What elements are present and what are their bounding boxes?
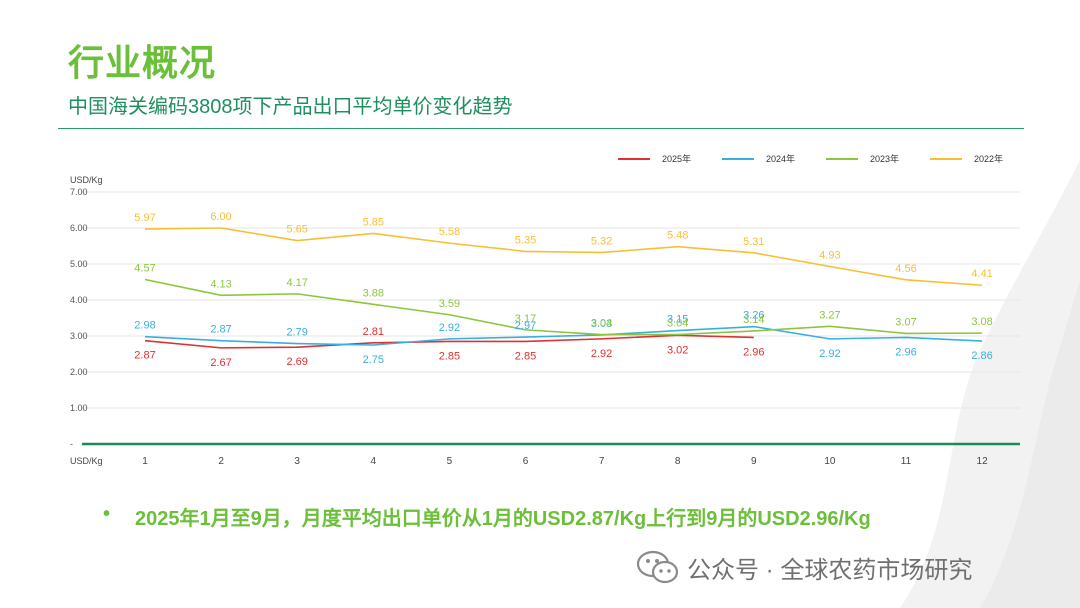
data-label: 5.65	[286, 224, 307, 236]
data-label: 2.98	[134, 320, 155, 332]
data-label: 2.86	[971, 350, 992, 362]
y-tick-label: 1.00	[70, 403, 88, 413]
x-tick-label: 7	[599, 456, 605, 467]
x-tick-label: 11	[901, 456, 912, 467]
data-label: 5.48	[667, 230, 688, 242]
series-line-2025年	[144, 334, 754, 349]
data-label: 3.17	[515, 313, 536, 325]
watermark-text: 公众号 · 全球农药市场研究	[687, 557, 973, 584]
data-label: 4.17	[286, 277, 307, 289]
x-tick-label: 4	[371, 456, 377, 467]
wechat-icon	[636, 550, 679, 584]
data-label: 2.69	[286, 356, 307, 368]
x-tick-label: 12	[977, 456, 989, 467]
data-label: 2.96	[895, 346, 916, 358]
bullet-marker: •	[103, 503, 111, 525]
data-label: 3.59	[439, 298, 460, 310]
y-tick-label: 6.00	[70, 223, 88, 233]
data-label: 2.75	[363, 354, 384, 366]
x-tick-label: 3	[294, 456, 300, 467]
legend-label: 2024年	[766, 153, 795, 164]
data-label: 2.67	[210, 357, 231, 369]
x-tick-label: 9	[751, 456, 757, 467]
data-label: 5.31	[743, 236, 764, 248]
data-label: 5.58	[439, 226, 460, 238]
data-label: 2.92	[591, 348, 612, 360]
summary-text: 2025年1月至9月，月度平均出口单价从1月的USD2.87/Kg上行到9月的U…	[135, 508, 871, 530]
y-tick-label: 7.00	[70, 187, 88, 197]
x-tick-label: 6	[523, 456, 529, 467]
data-label: 2.81	[363, 326, 384, 338]
data-label: 2.97	[515, 320, 536, 332]
data-label: 4.41	[971, 268, 992, 280]
data-label: 2.92	[439, 322, 460, 334]
data-label: 4.57	[134, 262, 155, 274]
legend-label: 2025年	[662, 153, 691, 164]
data-label: 2.96	[743, 346, 764, 358]
data-label: 5.35	[515, 234, 536, 246]
y-tick-label: 3.00	[70, 331, 88, 341]
axis-layer: - 1.00 2.00 3.00 4.00 5.00 6.00 7.00 USD/Kg USD/K…	[70, 175, 1020, 467]
data-label: 2.87	[134, 350, 155, 362]
x-tick-label: 10	[824, 456, 836, 467]
data-label: 2.85	[515, 350, 536, 362]
data-label: 2.87	[210, 324, 231, 336]
data-label: 3.02	[667, 344, 688, 356]
page-title: 行业概况	[68, 42, 217, 83]
data-label: 3.08	[971, 316, 992, 328]
data-label: 2.79	[286, 327, 307, 339]
series-line-2023年	[144, 278, 983, 336]
data-label: 3.07	[895, 316, 916, 328]
data-label: 3.27	[819, 309, 840, 321]
header-divider	[58, 128, 1024, 129]
series-line-2022年	[144, 227, 983, 287]
data-label: 3.14	[743, 314, 764, 326]
y-tick-label: 4.00	[70, 295, 88, 305]
data-label: 5.97	[134, 212, 155, 224]
legend-label: 2023年	[870, 153, 899, 164]
line-chart: - 1.00 2.00 3.00 4.00 5.00 6.00 7.00 USD/Kg USD/K…	[70, 153, 1020, 467]
data-label: 3.04	[667, 318, 688, 330]
data-label: 3.26	[743, 310, 764, 322]
page-subtitle: 中国海关编码3808项下产品出口平均单价变化趋势	[68, 96, 513, 118]
x-tick-label: 5	[447, 456, 453, 467]
data-label: 4.93	[819, 250, 840, 262]
data-label: 3.88	[363, 287, 384, 299]
series-layer	[144, 227, 983, 349]
data-label: 4.13	[210, 278, 231, 290]
data-label: 3.04	[591, 318, 612, 330]
data-label: 2.92	[819, 348, 840, 360]
x-tick-label: 2	[218, 456, 224, 467]
data-label-layer: 2.87 2.67 2.69 2.81 2.85 2.85 2.92 3.02 2.96 2.98…	[134, 211, 993, 369]
data-label: 3.03	[591, 318, 612, 330]
x-tick-label: 8	[675, 456, 681, 467]
y-tick-label: -	[70, 439, 73, 449]
grid-layer	[82, 191, 1020, 409]
data-label: 5.85	[363, 216, 384, 228]
series-line-2024年	[144, 325, 983, 346]
background-leaf-shape	[900, 160, 1080, 608]
x-tick-label: 1	[142, 456, 148, 467]
y-tick-label: 5.00	[70, 259, 88, 269]
y-axis-label: USD/Kg	[70, 175, 103, 185]
x-axis-label: USD/Kg	[70, 456, 103, 466]
data-label: 5.32	[591, 235, 612, 247]
data-label: 3.15	[667, 314, 688, 326]
data-label: 2.85	[439, 350, 460, 362]
y-tick-label: 2.00	[70, 367, 88, 377]
data-label: 6.00	[210, 211, 231, 223]
data-label: 4.56	[895, 263, 916, 275]
legend-label: 2022年	[974, 153, 1003, 164]
legend: 2025年 2024年 2023年 2022年	[618, 153, 1003, 164]
